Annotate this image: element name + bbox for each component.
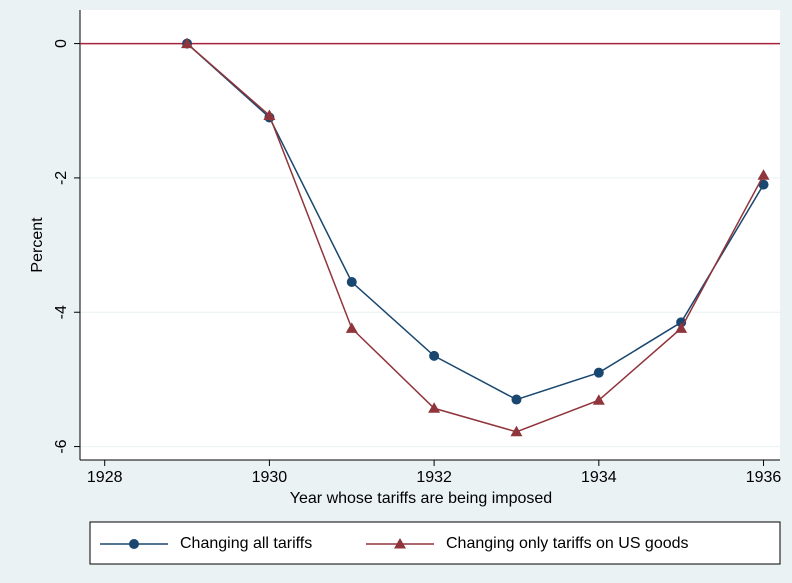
data-point bbox=[263, 109, 276, 120]
x-tick-label: 1930 bbox=[252, 469, 288, 486]
y-axis-title: Percent bbox=[29, 217, 46, 273]
series-line bbox=[186, 43, 765, 433]
data-point bbox=[675, 322, 688, 333]
data-point bbox=[345, 322, 358, 333]
x-tick-label: 1928 bbox=[87, 469, 123, 486]
data-point bbox=[758, 179, 769, 190]
x-tick-label: 1932 bbox=[416, 469, 452, 486]
x-tick-label: 1936 bbox=[746, 469, 782, 486]
legend-label: Changing only tariffs on US goods bbox=[446, 535, 689, 552]
y-tick-label: -6 bbox=[53, 439, 70, 453]
legend-marker bbox=[394, 538, 406, 549]
data-point bbox=[592, 394, 605, 405]
y-tick-label: -4 bbox=[53, 305, 70, 319]
x-axis-title: Year whose tariffs are being imposed bbox=[290, 490, 552, 507]
data-point bbox=[429, 350, 440, 361]
y-tick-label: 0 bbox=[53, 39, 70, 48]
legend-marker bbox=[129, 539, 139, 549]
series-line bbox=[186, 43, 765, 401]
legend-box bbox=[89, 521, 781, 565]
data-point bbox=[181, 37, 194, 49]
data-point bbox=[757, 169, 770, 180]
data-point bbox=[510, 425, 523, 437]
y-tick-label: -2 bbox=[53, 171, 70, 185]
data-point bbox=[346, 277, 357, 288]
data-point bbox=[428, 402, 441, 413]
plot-area bbox=[80, 10, 780, 460]
data-point bbox=[593, 367, 604, 378]
x-tick-label: 1934 bbox=[581, 469, 617, 486]
legend-label: Changing all tariffs bbox=[180, 535, 312, 552]
data-point bbox=[511, 394, 522, 405]
